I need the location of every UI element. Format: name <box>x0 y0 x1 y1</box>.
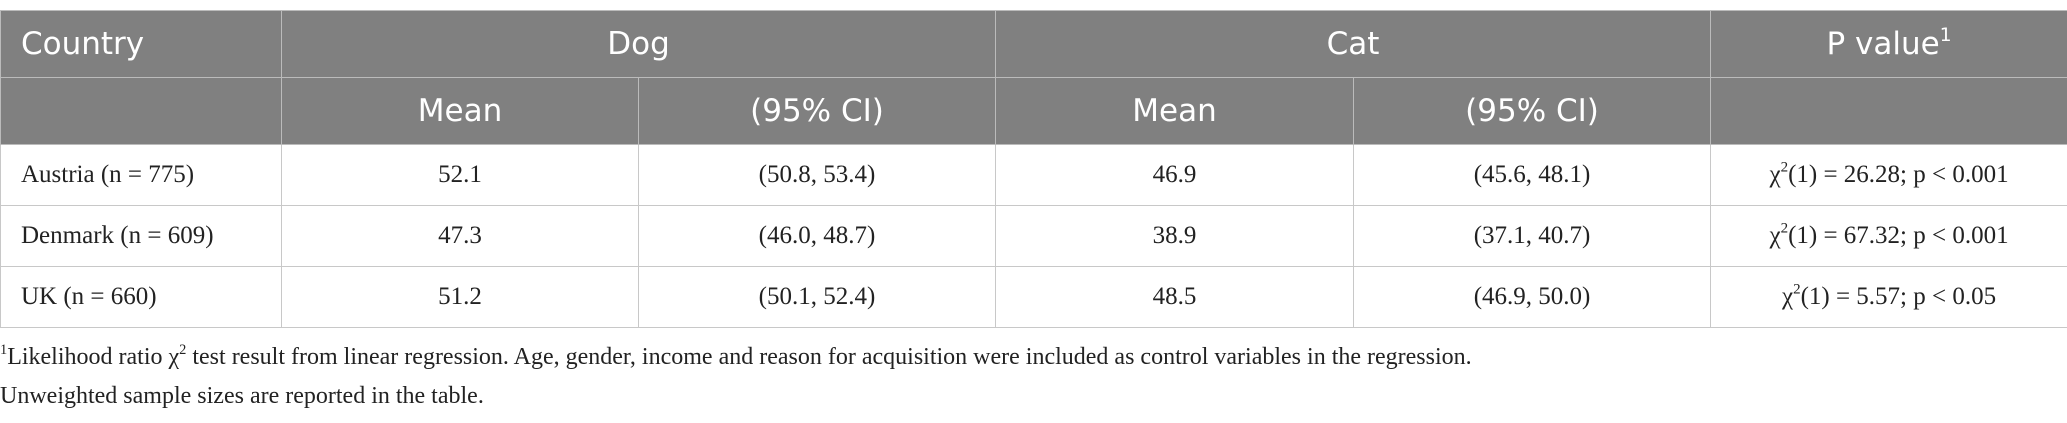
text: χ <box>1769 222 1781 249</box>
value-cell: (46.0, 48.7) <box>637 205 997 267</box>
text: (1) = 26.28; p < 0.001 <box>1788 161 2009 188</box>
header-cell: Cat <box>995 10 1712 78</box>
header-text: P value <box>1826 26 1940 62</box>
header-cell: P value1 <box>1710 10 2067 78</box>
footnote: Unweighted sample sizes are reported in … <box>0 383 484 410</box>
header-cell: Dog <box>280 10 997 78</box>
p-value-cell: χ2(1) = 67.32; p < 0.001 <box>1710 205 2067 267</box>
value-cell: 46.9 <box>995 144 1355 206</box>
footnote-mark: 1 <box>0 341 8 358</box>
data-table: Country Dog Cat P value1 Mean (95% CI) Mea… <box>0 10 2067 328</box>
text: (1) = 5.57; p < 0.05 <box>1800 283 1997 310</box>
value-cell: (46.9, 50.0) <box>1353 266 1712 328</box>
p-value-cell: χ2(1) = 5.57; p < 0.05 <box>1710 266 2067 328</box>
value-cell: 47.3 <box>281 205 639 267</box>
p-value-cell: χ2(1) = 26.28; p < 0.001 <box>1710 144 2067 206</box>
superscript: 2 <box>1780 220 1789 237</box>
value-cell: 51.2 <box>281 266 639 328</box>
text: χ <box>1781 283 1794 310</box>
value-cell: 38.9 <box>995 205 1355 267</box>
country-cell: UK (n = 660) <box>0 266 282 328</box>
header-cell: (95% CI) <box>637 77 997 145</box>
value-cell: (37.1, 40.7) <box>1353 205 1712 267</box>
header-cell: Country <box>0 10 282 78</box>
footnote: 1Likelihood ratio χ2 test result from li… <box>0 341 1472 371</box>
table-row: UK (n = 660) 51.2 (50.1, 52.4) 48.5 (46.9, 5… <box>0 266 2067 328</box>
value-cell: (45.6, 48.1) <box>1353 144 1712 206</box>
superscript: 2 <box>1780 159 1789 176</box>
footnote-text: Unweighted sample sizes are reported in … <box>0 383 484 409</box>
superscript: 2 <box>1793 281 1801 298</box>
header-cell: (95% CI) <box>1353 77 1712 145</box>
table-row: Denmark (n = 609) 47.3 (46.0, 48.7) 38.9 (37… <box>0 205 2067 267</box>
footnote-mark: 1 <box>1939 24 1952 46</box>
header-cell: Mean <box>995 77 1355 145</box>
value-cell: (50.8, 53.4) <box>637 144 997 206</box>
country-cell: Denmark (n = 609) <box>0 205 282 267</box>
header-cell: Mean <box>281 77 639 145</box>
value-cell: (50.1, 52.4) <box>637 266 997 328</box>
value-cell: 52.1 <box>281 144 639 206</box>
header-cell <box>1710 77 2067 145</box>
footnote-text: test result from linear regression. Age,… <box>186 344 1472 370</box>
value-cell: 48.5 <box>995 266 1355 328</box>
footnote-text: Likelihood ratio χ <box>7 344 180 370</box>
text: (1) = 67.32; p < 0.001 <box>1788 222 2009 249</box>
country-cell: Austria (n = 775) <box>0 144 282 206</box>
text: χ <box>1769 161 1781 188</box>
table-row: Austria (n = 775) 52.1 (50.8, 53.4) 46.9 (45… <box>0 144 2067 206</box>
superscript: 2 <box>179 341 187 358</box>
header-cell <box>0 77 282 145</box>
